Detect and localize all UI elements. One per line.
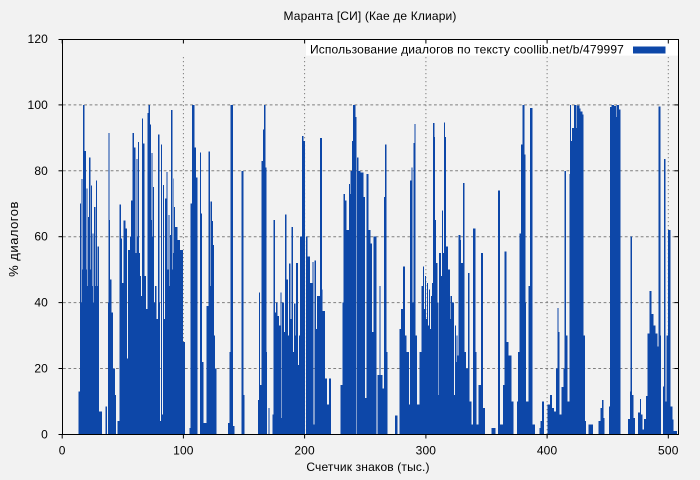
svg-text:500: 500 — [658, 444, 679, 458]
svg-text:% диалогов: % диалогов — [6, 201, 21, 277]
svg-text:100: 100 — [28, 98, 49, 112]
svg-text:80: 80 — [34, 164, 48, 178]
svg-text:Счетчик знаков (тыс.): Счетчик знаков (тыс.) — [306, 460, 429, 474]
svg-text:100: 100 — [173, 444, 194, 458]
svg-text:0: 0 — [59, 444, 66, 458]
svg-text:20: 20 — [34, 362, 48, 376]
svg-text:0: 0 — [41, 427, 48, 441]
svg-text:200: 200 — [294, 444, 315, 458]
svg-text:300: 300 — [416, 444, 437, 458]
svg-text:Использование диалогов по текс: Использование диалогов по тексту coollib… — [310, 43, 624, 57]
svg-text:400: 400 — [537, 444, 558, 458]
svg-text:60: 60 — [34, 230, 48, 244]
svg-text:40: 40 — [34, 296, 48, 310]
svg-text:Маранта [СИ] (Кае де Клиари): Маранта [СИ] (Кае де Клиари) — [283, 9, 456, 23]
svg-text:120: 120 — [28, 32, 49, 46]
